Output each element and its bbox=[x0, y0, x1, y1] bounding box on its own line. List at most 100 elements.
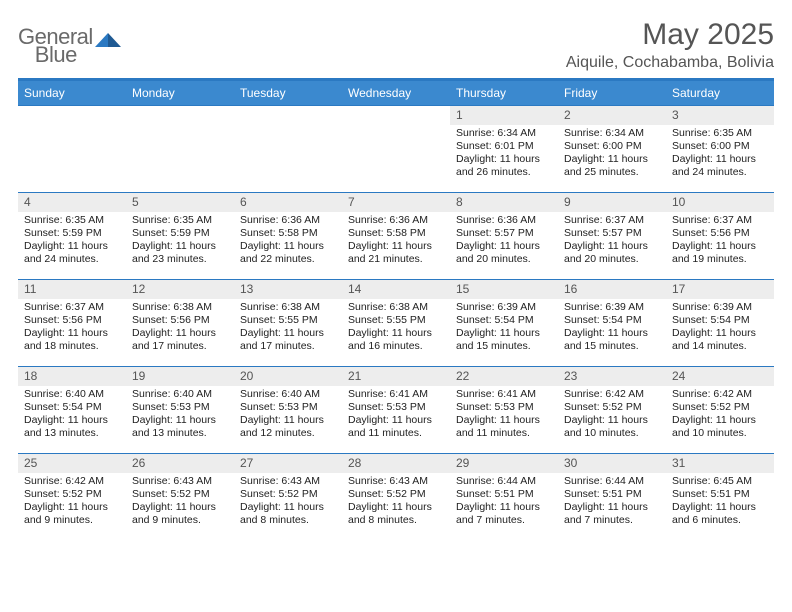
day-number: 17 bbox=[666, 280, 774, 299]
day-number: 14 bbox=[342, 280, 450, 299]
day-details: Sunrise: 6:38 AMSunset: 5:55 PMDaylight:… bbox=[234, 301, 342, 354]
daylight-line-1: Daylight: 11 hours bbox=[348, 414, 444, 427]
daylight-line-1: Daylight: 11 hours bbox=[132, 414, 228, 427]
day-cell bbox=[342, 106, 450, 192]
daylight-line-2: and 18 minutes. bbox=[24, 340, 120, 353]
sunset-line: Sunset: 5:55 PM bbox=[348, 314, 444, 327]
daylight-line-2: and 7 minutes. bbox=[564, 514, 660, 527]
daylight-line-1: Daylight: 11 hours bbox=[240, 327, 336, 340]
day-cell: 17 Sunrise: 6:39 AMSunset: 5:54 PMDayligh… bbox=[666, 280, 774, 366]
sunrise-line: Sunrise: 6:43 AM bbox=[240, 475, 336, 488]
day-cell bbox=[234, 106, 342, 192]
sunset-line: Sunset: 5:51 PM bbox=[672, 488, 768, 501]
daylight-line-2: and 26 minutes. bbox=[456, 166, 552, 179]
day-cell: 7Sunrise: 6:36 AMSunset: 5:58 PMDaylight… bbox=[342, 193, 450, 279]
daylight-line-2: and 9 minutes. bbox=[132, 514, 228, 527]
day-details: Sunrise: 6:40 AMSunset: 5:53 PMDaylight:… bbox=[234, 388, 342, 441]
sunset-line: Sunset: 5:52 PM bbox=[348, 488, 444, 501]
daylight-line-2: and 20 minutes. bbox=[456, 253, 552, 266]
daylight-line-1: Daylight: 11 hours bbox=[564, 501, 660, 514]
day-number: 2 bbox=[558, 106, 666, 125]
logo-triangle-icon bbox=[95, 30, 121, 48]
day-number: 23 bbox=[558, 367, 666, 386]
day-number: 28 bbox=[342, 454, 450, 473]
location-subtitle: Aiquile, Cochabamba, Bolivia bbox=[566, 54, 774, 72]
day-details: Sunrise: 6:35 AMSunset: 5:59 PMDaylight:… bbox=[126, 214, 234, 267]
day-cell: 20Sunrise: 6:40 AMSunset: 5:53 PMDayligh… bbox=[234, 367, 342, 453]
day-number: 15 bbox=[450, 280, 558, 299]
daylight-line-1: Daylight: 11 hours bbox=[672, 327, 768, 340]
sunset-line: Sunset: 5:54 PM bbox=[672, 314, 768, 327]
daylight-line-1: Daylight: 11 hours bbox=[132, 240, 228, 253]
sunrise-line: Sunrise: 6:44 AM bbox=[456, 475, 552, 488]
day-cell: 4Sunrise: 6:35 AMSunset: 5:59 PMDaylight… bbox=[18, 193, 126, 279]
day-details: Sunrise: 6:41 AMSunset: 5:53 PMDaylight:… bbox=[450, 388, 558, 441]
daylight-line-1: Daylight: 11 hours bbox=[24, 501, 120, 514]
daylight-line-1: Daylight: 11 hours bbox=[240, 240, 336, 253]
daylight-line-2: and 11 minutes. bbox=[348, 427, 444, 440]
day-details: Sunrise: 6:40 AMSunset: 5:54 PMDaylight:… bbox=[18, 388, 126, 441]
day-cell: 3Sunrise: 6:35 AMSunset: 6:00 PMDaylight… bbox=[666, 106, 774, 192]
calendar-page: General Blue May 2025 Aiquile, Cochabamb… bbox=[0, 0, 792, 612]
weeks-container: 1Sunrise: 6:34 AMSunset: 6:01 PMDaylight… bbox=[18, 105, 774, 540]
day-details: Sunrise: 6:41 AMSunset: 5:53 PMDaylight:… bbox=[342, 388, 450, 441]
day-cell: 11Sunrise: 6:37 AMSunset: 5:56 PMDayligh… bbox=[18, 280, 126, 366]
sunrise-line: Sunrise: 6:36 AM bbox=[240, 214, 336, 227]
day-number: 27 bbox=[234, 454, 342, 473]
day-cell: 24Sunrise: 6:42 AMSunset: 5:52 PMDayligh… bbox=[666, 367, 774, 453]
sunrise-line: Sunrise: 6:43 AM bbox=[348, 475, 444, 488]
day-details: Sunrise: 6:38 AMSunset: 5:55 PMDaylight:… bbox=[342, 301, 450, 354]
sunset-line: Sunset: 5:57 PM bbox=[456, 227, 552, 240]
day-cell: 25Sunrise: 6:42 AMSunset: 5:52 PMDayligh… bbox=[18, 454, 126, 540]
sunset-line: Sunset: 5:53 PM bbox=[240, 401, 336, 414]
sunset-line: Sunset: 6:00 PM bbox=[672, 140, 768, 153]
weekday-header: Wednesday bbox=[342, 81, 450, 105]
week-row: 1Sunrise: 6:34 AMSunset: 6:01 PMDaylight… bbox=[18, 105, 774, 192]
page-header: General Blue May 2025 Aiquile, Cochabamb… bbox=[18, 18, 774, 72]
sunrise-line: Sunrise: 6:35 AM bbox=[672, 127, 768, 140]
sunrise-line: Sunrise: 6:34 AM bbox=[456, 127, 552, 140]
daylight-line-1: Daylight: 11 hours bbox=[348, 240, 444, 253]
sunrise-line: Sunrise: 6:44 AM bbox=[564, 475, 660, 488]
daylight-line-2: and 15 minutes. bbox=[456, 340, 552, 353]
day-details: Sunrise: 6:35 AMSunset: 6:00 PMDaylight:… bbox=[666, 127, 774, 180]
day-details: Sunrise: 6:45 AMSunset: 5:51 PMDaylight:… bbox=[666, 475, 774, 528]
daylight-line-2: and 13 minutes. bbox=[132, 427, 228, 440]
day-details: Sunrise: 6:34 AMSunset: 6:00 PMDaylight:… bbox=[558, 127, 666, 180]
daylight-line-1: Daylight: 11 hours bbox=[456, 327, 552, 340]
sunset-line: Sunset: 5:52 PM bbox=[132, 488, 228, 501]
day-cell: 26Sunrise: 6:43 AMSunset: 5:52 PMDayligh… bbox=[126, 454, 234, 540]
weekday-header: Thursday bbox=[450, 81, 558, 105]
week-row: 4Sunrise: 6:35 AMSunset: 5:59 PMDaylight… bbox=[18, 192, 774, 279]
daylight-line-2: and 17 minutes. bbox=[132, 340, 228, 353]
calendar-table: Sunday Monday Tuesday Wednesday Thursday… bbox=[18, 78, 774, 540]
week-row: 11Sunrise: 6:37 AMSunset: 5:56 PMDayligh… bbox=[18, 279, 774, 366]
day-number: 9 bbox=[558, 193, 666, 212]
day-cell bbox=[18, 106, 126, 192]
logo-text-blue: Blue bbox=[35, 42, 77, 67]
daylight-line-1: Daylight: 11 hours bbox=[240, 501, 336, 514]
day-details: Sunrise: 6:39 AMSunset: 5:54 PMDaylight:… bbox=[666, 301, 774, 354]
day-details: Sunrise: 6:42 AMSunset: 5:52 PMDaylight:… bbox=[558, 388, 666, 441]
sunrise-line: Sunrise: 6:39 AM bbox=[456, 301, 552, 314]
sunrise-line: Sunrise: 6:37 AM bbox=[24, 301, 120, 314]
daylight-line-2: and 17 minutes. bbox=[240, 340, 336, 353]
day-number: 10 bbox=[666, 193, 774, 212]
day-number: 1 bbox=[450, 106, 558, 125]
sunrise-line: Sunrise: 6:35 AM bbox=[24, 214, 120, 227]
daylight-line-2: and 25 minutes. bbox=[564, 166, 660, 179]
daylight-line-1: Daylight: 11 hours bbox=[672, 240, 768, 253]
day-number: 8 bbox=[450, 193, 558, 212]
day-details: Sunrise: 6:37 AMSunset: 5:56 PMDaylight:… bbox=[666, 214, 774, 267]
daylight-line-1: Daylight: 11 hours bbox=[564, 240, 660, 253]
sunrise-line: Sunrise: 6:38 AM bbox=[132, 301, 228, 314]
sunset-line: Sunset: 6:01 PM bbox=[456, 140, 552, 153]
daylight-line-1: Daylight: 11 hours bbox=[24, 414, 120, 427]
day-cell: 27Sunrise: 6:43 AMSunset: 5:52 PMDayligh… bbox=[234, 454, 342, 540]
sunset-line: Sunset: 5:58 PM bbox=[240, 227, 336, 240]
day-cell: 10 Sunrise: 6:37 AMSunset: 5:56 PMDayligh… bbox=[666, 193, 774, 279]
day-cell: 8Sunrise: 6:36 AMSunset: 5:57 PMDaylight… bbox=[450, 193, 558, 279]
day-cell: 31Sunrise: 6:45 AMSunset: 5:51 PMDayligh… bbox=[666, 454, 774, 540]
sunrise-line: Sunrise: 6:34 AM bbox=[564, 127, 660, 140]
day-details: Sunrise: 6:39 AMSunset: 5:54 PMDaylight:… bbox=[450, 301, 558, 354]
